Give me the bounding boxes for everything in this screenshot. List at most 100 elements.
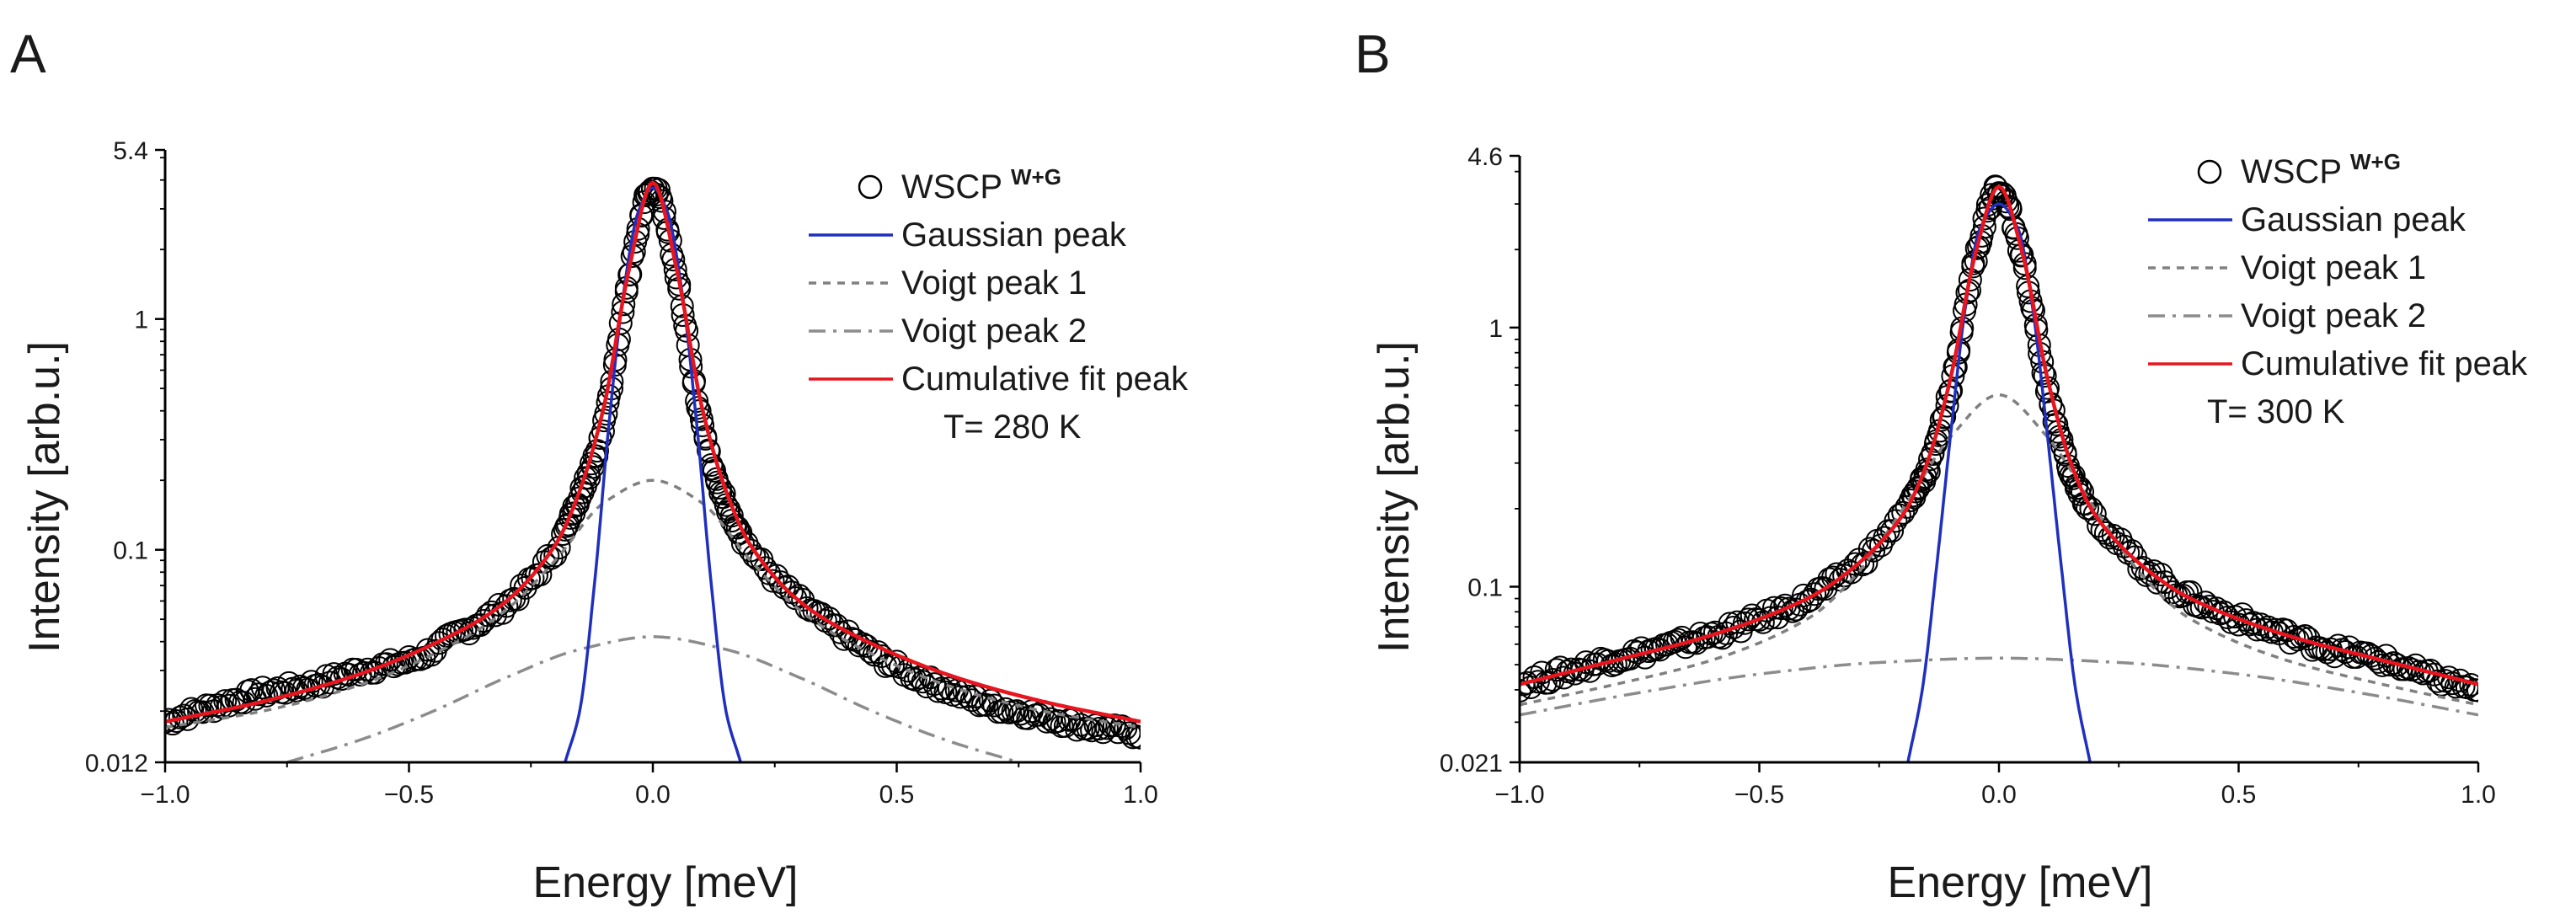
legend-label-voigt2-b: Voigt peak 2 — [2241, 297, 2426, 334]
data-point — [2436, 665, 2461, 690]
series-voigt1 — [165, 478, 1141, 729]
y-tick-label: 5.4 — [113, 137, 148, 165]
legend-label-cumulative-a: Cumulative fit peak — [901, 361, 1189, 398]
data-point — [1854, 551, 1879, 575]
data-point — [2459, 672, 2478, 697]
legend-label-gaussian-b: Gaussian peak — [2241, 201, 2466, 238]
data-point — [1769, 596, 1793, 621]
data-point — [1747, 607, 1772, 632]
data-point — [556, 512, 580, 537]
panel-b: B Intensity [arb.u.] Energy [meV] −1.0 −0… — [1355, 24, 2528, 907]
x-tick-label: −1.0 — [140, 781, 190, 809]
y-tick-label: 1 — [1488, 315, 1503, 343]
data-point — [761, 569, 785, 593]
data-point — [2194, 590, 2218, 615]
data-point — [498, 588, 522, 612]
temperature-note-b: T= 300 K — [2207, 393, 2345, 430]
y-axis-title-b: Intensity [arb.u.] — [1370, 341, 1419, 653]
legend-marker-circle-b — [2197, 159, 2222, 184]
data-point — [858, 639, 883, 664]
y-tick-label: 0.021 — [1440, 750, 1503, 777]
x-axis-title-a: Energy [meV] — [532, 858, 798, 907]
data-point — [1102, 713, 1126, 738]
legend-label-voigt2-a: Voigt peak 2 — [901, 313, 1087, 350]
data-point — [2098, 526, 2122, 550]
data-point — [2071, 479, 2095, 504]
data-point — [926, 679, 950, 703]
panel-letter-b: B — [1355, 24, 1391, 84]
data-point — [787, 584, 811, 608]
data-point — [649, 189, 674, 213]
data-point — [1537, 671, 1562, 695]
data-point — [959, 688, 984, 713]
data-point — [1803, 582, 1827, 606]
data-point — [1998, 197, 2023, 222]
data-point — [2116, 541, 2140, 565]
y-tick-label: 0.012 — [85, 750, 148, 777]
panel-letter-a: A — [10, 24, 46, 84]
legend-a: WSCP W+G Gaussian peak Voigt peak 1 Voigt… — [809, 164, 1189, 446]
series-gaussian — [564, 186, 742, 762]
x-tick-label: 0.5 — [2221, 781, 2257, 809]
x-tick-label: 1.0 — [2461, 781, 2496, 809]
data-point — [635, 183, 660, 207]
data-point — [2068, 476, 2092, 500]
y-tick-label: 4.6 — [1467, 143, 1503, 171]
data-point — [658, 228, 682, 253]
data-point — [1053, 713, 1077, 738]
data-point — [2061, 463, 2086, 488]
x-axis-title-b: Energy [meV] — [1887, 858, 2152, 907]
data-point — [975, 693, 999, 718]
data-markers — [165, 176, 1141, 750]
legend-data-label-b: WSCP W+G — [2241, 149, 2401, 190]
data-point — [1732, 611, 1756, 635]
series-cumulative — [165, 180, 1141, 724]
x-tick-label: −0.5 — [384, 781, 434, 809]
legend-data-label-a: WSCP W+G — [901, 164, 1061, 206]
legend-b: WSCP W+G Gaussian peak Voigt peak 1 Voigt… — [2148, 149, 2528, 430]
data-point — [165, 709, 177, 734]
y-tick-label: 0.1 — [1467, 574, 1503, 602]
y-tick-label: 0.1 — [113, 537, 148, 565]
y-axis-title-a: Intensity [arb.u.] — [20, 341, 69, 653]
data-point — [2363, 646, 2387, 671]
x-tick-label: 0.0 — [635, 781, 671, 809]
data-point — [591, 419, 615, 444]
data-point — [907, 665, 932, 690]
legend-data-sup-b: W+G — [2350, 149, 2401, 174]
data-point — [322, 662, 346, 687]
data-point — [1843, 552, 1868, 576]
x-tick-label: −1.0 — [1494, 781, 1544, 809]
data-point — [1900, 484, 1925, 508]
series-voigt2 — [1520, 656, 2478, 717]
data-point — [1088, 717, 1112, 741]
data-point — [213, 689, 238, 713]
panel-a: A Intensity [arb.u.] Energy [meV] −1.0 −0… — [10, 24, 1189, 907]
data-point — [1909, 468, 1933, 493]
x-tick-label: 1.0 — [1123, 781, 1158, 809]
legend-data-sup-a: W+G — [1011, 164, 1061, 190]
x-tick-label: 0.0 — [1981, 781, 2017, 809]
series-voigt1 — [1520, 393, 2478, 707]
data-point — [2160, 580, 2184, 605]
legend-label-voigt1-b: Voigt peak 1 — [2241, 249, 2426, 286]
data-point — [1696, 625, 1720, 649]
data-point — [813, 609, 837, 633]
data-point — [1873, 526, 1897, 550]
data-point — [2370, 653, 2395, 677]
x-tick-label: −0.5 — [1734, 781, 1784, 809]
legend-label-gaussian-a: Gaussian peak — [901, 216, 1127, 254]
data-point — [825, 613, 849, 638]
data-point — [2282, 625, 2306, 649]
data-point — [198, 693, 222, 718]
data-point — [206, 693, 230, 718]
series-gaussian — [1906, 202, 2092, 762]
data-point — [1129, 725, 1141, 750]
data-point — [982, 693, 1007, 718]
data-point — [652, 199, 676, 223]
data-point — [1981, 186, 2006, 211]
data-point — [574, 466, 598, 490]
temperature-note-a: T= 280 K — [943, 409, 1082, 446]
data-point — [1005, 699, 1029, 724]
